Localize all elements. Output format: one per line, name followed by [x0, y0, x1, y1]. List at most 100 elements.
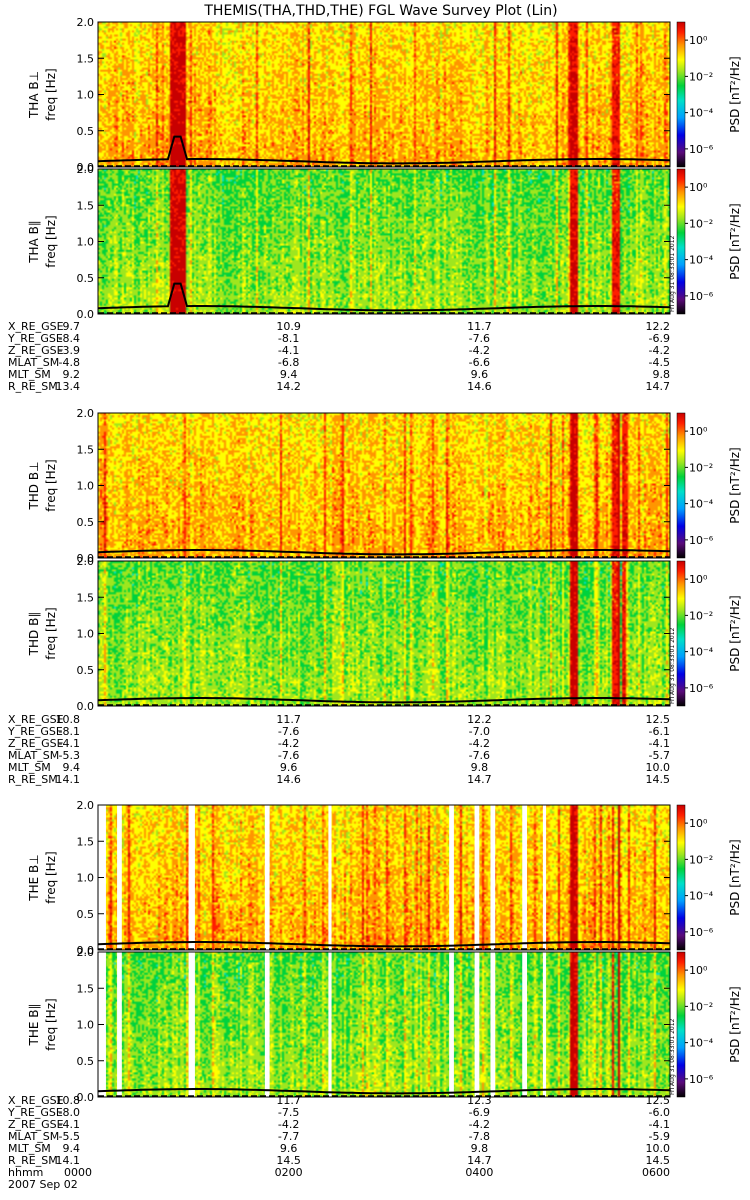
ephemeris-value: 9.6	[471, 368, 489, 381]
y-tick-label: 1.5	[77, 52, 95, 65]
y-tick-label: 1.0	[77, 1019, 95, 1032]
y-tick-label: 1.0	[77, 628, 95, 641]
colorbar-label: PSD [nT²/Hz]	[728, 986, 742, 1062]
ephemeris-value: 9.2	[63, 368, 81, 381]
timestamp-stamp: Fri Aug 31 08:33:01 2012	[669, 1018, 676, 1095]
ephemeris-row-name: Z_RE_GSE	[8, 1118, 64, 1131]
ephemeris-value: -6.6	[469, 356, 490, 369]
ephemeris-row-name: X_RE_GSE	[8, 1094, 64, 1107]
colorbar-tick-label: 10⁻⁴	[689, 1037, 714, 1050]
panel-thd-par: 0.0 0.5 1.0 1.5 2.0 freq [Hz]THD B∥ 10⁰ 10⁻² 10⁻…	[27, 555, 742, 713]
ephemeris-value: 14.7	[467, 773, 492, 786]
y-tick-label: 0.0	[77, 308, 95, 321]
data-gap	[542, 952, 547, 1097]
ephemeris-value: 12.3	[467, 1094, 492, 1107]
data-gap	[264, 952, 270, 1097]
colorbar-label: PSD [nT²/Hz]	[728, 447, 742, 523]
ephemeris-value: 14.6	[467, 380, 492, 393]
panel-label: THE B⊥	[27, 854, 41, 901]
colorbar-tick-label: 10⁻⁶	[689, 143, 714, 156]
ephemeris-value: -7.0	[469, 725, 490, 738]
data-gap	[522, 952, 527, 1097]
data-gap	[449, 805, 454, 950]
panel-tha-perp: 0.0 0.5 1.0 1.5 2.0 freq [Hz]THA B⊥ 10⁰ 10⁻² 10⁻…	[27, 16, 742, 174]
ephemeris-row-name: R_RE_SM	[8, 380, 58, 393]
colorbar-tick-label: 10⁻⁶	[689, 926, 714, 939]
ephemeris-value: 14.2	[276, 380, 301, 393]
spectrogram-image	[98, 413, 670, 558]
ephemeris-row-name: MLT_SM	[8, 1142, 51, 1155]
data-gap	[474, 805, 480, 950]
colorbar-tick-label: 10⁻⁶	[689, 682, 714, 695]
time-axis: hhmm 0000 0200 0400 0600 2007 Sep 02	[8, 1166, 670, 1191]
y-tick-label: 0.5	[77, 516, 95, 529]
ephemeris-value: -7.8	[469, 1130, 490, 1143]
colorbar-tick-label: 10⁻²	[689, 853, 713, 866]
panel-label: THA B∥	[27, 220, 41, 264]
y-tick-label: 1.5	[77, 982, 95, 995]
ephemeris-row-name: R_RE_SM	[8, 1154, 58, 1167]
ephemeris-value: 10.0	[646, 761, 671, 774]
ephemeris-value: 14.1	[56, 773, 81, 786]
ephemeris-row-name: X_RE_GSE	[8, 713, 64, 726]
ephemeris-value: -4.5	[649, 356, 670, 369]
time-axis-label: hhmm	[8, 1166, 43, 1179]
ephemeris-value: -6.9	[469, 1106, 490, 1119]
ephemeris-row-name: Z_RE_GSE	[8, 344, 64, 357]
gyro-frequency-line	[97, 697, 671, 704]
y-tick-label: 0.5	[77, 125, 95, 138]
colorbar-tick-label: 10⁻⁴	[689, 646, 714, 659]
data-gap	[542, 805, 547, 950]
colorbar-tick-label: 10⁻⁴	[689, 254, 714, 267]
data-gap	[188, 805, 195, 950]
timestamp-stamp: Fri Aug 31 08:33:01 2012	[669, 235, 676, 312]
ephemeris-value: 12.5	[646, 713, 671, 726]
colorbar-tick-label: 10⁻²	[689, 1000, 713, 1013]
y-axis-label: freq [Hz]	[44, 459, 58, 511]
ephemeris-value: 9.8	[471, 1142, 489, 1155]
ephemeris-value: -7.6	[278, 749, 299, 762]
y-tick-label: 0.0	[77, 944, 95, 957]
colorbar-label: PSD [nT²/Hz]	[728, 595, 742, 671]
colorbar-tick-label: 10⁰	[689, 181, 708, 194]
spectrogram-image	[98, 169, 670, 314]
spectrogram-image	[98, 952, 670, 1097]
data-gap	[264, 805, 270, 950]
timestamp-stamp: Fri Aug 31 08:33:01 2012	[669, 627, 676, 704]
colorbar-label: PSD [nT²/Hz]	[728, 203, 742, 279]
ephemeris-value: -8.1	[59, 725, 80, 738]
y-axis-label: freq [Hz]	[44, 851, 58, 903]
ephemeris-value: -4.1	[59, 1118, 80, 1131]
ephemeris-value: -5.3	[59, 749, 80, 762]
ephemeris-value: -4.2	[278, 737, 299, 750]
ephemeris-row-name: MLT_SM	[8, 368, 51, 381]
panel-label: THD B∥	[27, 612, 41, 657]
y-tick-label: 1.5	[77, 591, 95, 604]
gyro-frequency-line	[97, 941, 671, 948]
y-tick-label: 2.0	[77, 16, 95, 29]
ephemeris-value: 10.0	[646, 1142, 671, 1155]
y-tick-label: 0.0	[77, 161, 95, 174]
colorbar-label: PSD [nT²/Hz]	[728, 839, 742, 915]
ephemeris-value: 14.7	[646, 380, 671, 393]
gyro-frequency-line	[97, 549, 671, 556]
ephemeris-value: -4.2	[278, 1118, 299, 1131]
colorbar-tick-label: 10⁰	[689, 425, 708, 438]
colorbar	[676, 168, 686, 315]
ephemeris-value: -6.0	[649, 1106, 670, 1119]
ephemeris-value: 10.8	[56, 713, 81, 726]
ephemeris-value: -8.4	[59, 332, 80, 345]
ephemeris-value: 14.1	[56, 1154, 81, 1167]
ephemeris-row-name: Y_RE_GSE	[7, 332, 63, 345]
ephemeris-value: -4.1	[649, 1118, 670, 1131]
y-tick-label: 1.0	[77, 872, 95, 885]
ephemeris-value: 14.5	[276, 1154, 301, 1167]
ephemeris-value: -7.6	[469, 749, 490, 762]
y-axis-label: freq [Hz]	[44, 607, 58, 659]
ephemeris-value: 10.9	[276, 320, 301, 333]
colorbar	[676, 21, 686, 168]
ephemeris-value: -4.1	[59, 737, 80, 750]
